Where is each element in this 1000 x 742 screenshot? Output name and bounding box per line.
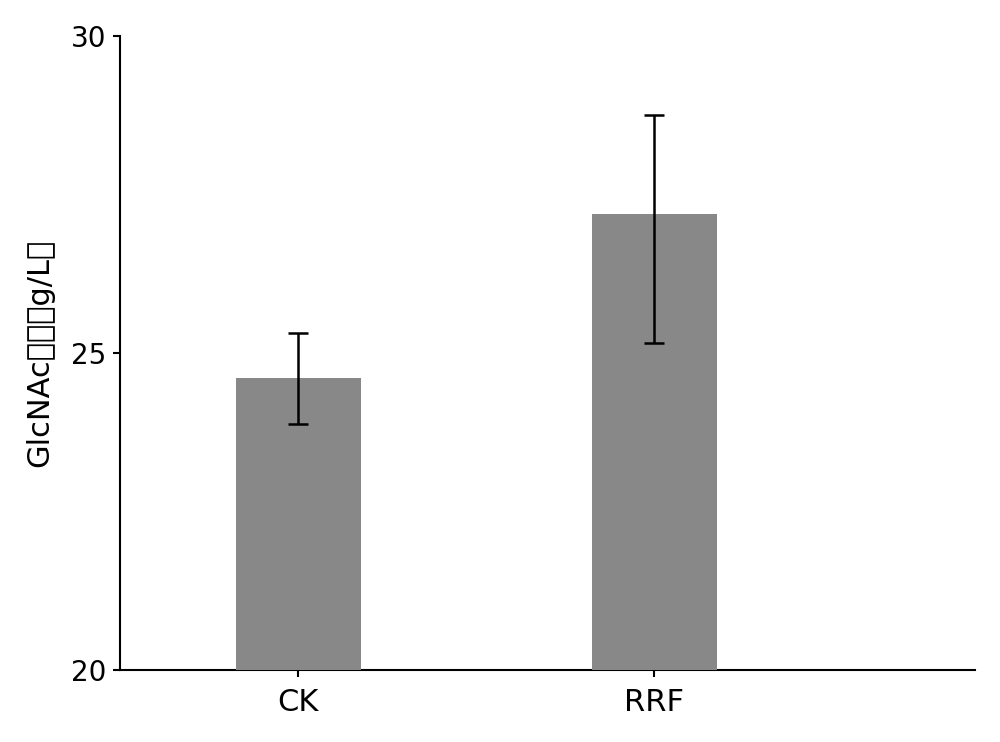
Bar xyxy=(236,378,361,670)
Bar xyxy=(592,214,717,670)
Y-axis label: GlcNAc产量（g/L）: GlcNAc产量（g/L） xyxy=(25,239,54,467)
